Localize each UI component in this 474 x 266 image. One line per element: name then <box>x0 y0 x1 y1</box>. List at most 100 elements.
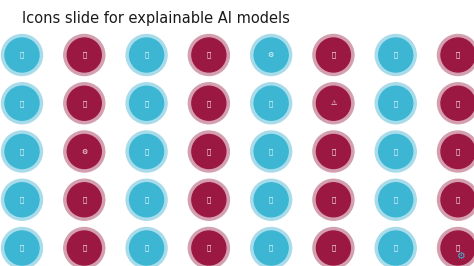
Circle shape <box>188 227 229 266</box>
Circle shape <box>317 135 350 168</box>
Circle shape <box>251 131 292 172</box>
Circle shape <box>441 86 474 120</box>
Circle shape <box>192 231 226 265</box>
Circle shape <box>379 86 413 120</box>
Circle shape <box>64 83 105 124</box>
Text: 🖥: 🖥 <box>20 245 24 251</box>
Text: 📋: 📋 <box>20 148 24 155</box>
Circle shape <box>375 35 416 76</box>
Circle shape <box>379 183 413 217</box>
Circle shape <box>438 179 474 220</box>
Circle shape <box>188 131 229 172</box>
Circle shape <box>317 183 350 217</box>
Circle shape <box>5 38 39 72</box>
Text: 🚗: 🚗 <box>393 148 398 155</box>
Text: ⚙️: ⚙️ <box>268 52 274 58</box>
Circle shape <box>5 86 39 120</box>
Circle shape <box>1 131 43 172</box>
Circle shape <box>251 179 292 220</box>
Circle shape <box>188 179 229 220</box>
Circle shape <box>375 83 416 124</box>
Text: 🏢: 🏢 <box>82 100 86 107</box>
Text: 👤: 👤 <box>393 197 398 203</box>
Circle shape <box>441 231 474 265</box>
Text: Icons slide for explainable AI models: Icons slide for explainable AI models <box>22 11 290 26</box>
Circle shape <box>375 227 416 266</box>
Circle shape <box>438 227 474 266</box>
Circle shape <box>64 179 105 220</box>
Circle shape <box>254 38 288 72</box>
Text: 🔬: 🔬 <box>456 148 460 155</box>
Text: 🏛: 🏛 <box>456 197 460 203</box>
Circle shape <box>254 231 288 265</box>
Circle shape <box>67 183 101 217</box>
Text: ⭐: ⭐ <box>207 148 211 155</box>
Circle shape <box>129 231 164 265</box>
Circle shape <box>1 179 43 220</box>
Circle shape <box>254 183 288 217</box>
Text: 📈: 📈 <box>145 148 149 155</box>
Circle shape <box>438 35 474 76</box>
Circle shape <box>375 131 416 172</box>
Text: 💳: 💳 <box>269 148 273 155</box>
Text: 🖥: 🖥 <box>331 52 336 58</box>
Circle shape <box>126 83 167 124</box>
Circle shape <box>64 131 105 172</box>
Circle shape <box>441 183 474 217</box>
Circle shape <box>254 86 288 120</box>
Text: 📱: 📱 <box>20 100 24 107</box>
Circle shape <box>254 135 288 168</box>
Text: 🚗: 🚗 <box>393 52 398 58</box>
Circle shape <box>188 83 229 124</box>
Circle shape <box>126 35 167 76</box>
Circle shape <box>67 86 101 120</box>
Text: 👥: 👥 <box>456 100 460 107</box>
Text: 👤: 👤 <box>145 197 149 203</box>
Circle shape <box>1 83 43 124</box>
Circle shape <box>129 135 164 168</box>
Text: 👤: 👤 <box>82 245 86 251</box>
Circle shape <box>5 183 39 217</box>
Circle shape <box>67 135 101 168</box>
Circle shape <box>67 38 101 72</box>
Text: 🤟: 🤟 <box>145 245 149 251</box>
Text: 👥: 👥 <box>82 197 86 203</box>
Text: 🤝: 🤝 <box>331 197 336 203</box>
Text: 👤: 👤 <box>145 100 149 107</box>
Circle shape <box>67 231 101 265</box>
Circle shape <box>317 86 350 120</box>
Text: 🏛: 🏛 <box>331 148 336 155</box>
Circle shape <box>64 227 105 266</box>
Text: ⚙: ⚙ <box>456 251 465 261</box>
Circle shape <box>379 135 413 168</box>
Circle shape <box>251 83 292 124</box>
Text: 🌿: 🌿 <box>145 52 149 58</box>
Text: 🍃: 🍃 <box>269 245 273 251</box>
Circle shape <box>317 231 350 265</box>
Text: 📈: 📈 <box>207 52 211 58</box>
Circle shape <box>251 227 292 266</box>
Circle shape <box>313 35 354 76</box>
Circle shape <box>1 227 43 266</box>
Text: ⚙: ⚙ <box>81 148 87 155</box>
Circle shape <box>5 135 39 168</box>
Circle shape <box>192 38 226 72</box>
Text: 🚗: 🚗 <box>331 245 336 251</box>
Text: ⏻: ⏻ <box>20 197 24 203</box>
Circle shape <box>313 227 354 266</box>
Circle shape <box>1 35 43 76</box>
Circle shape <box>441 135 474 168</box>
Circle shape <box>313 131 354 172</box>
Text: 🧠: 🧠 <box>393 100 398 107</box>
Circle shape <box>126 131 167 172</box>
Circle shape <box>251 35 292 76</box>
Circle shape <box>129 183 164 217</box>
Circle shape <box>379 231 413 265</box>
Circle shape <box>313 179 354 220</box>
Circle shape <box>126 227 167 266</box>
Text: 💡: 💡 <box>456 52 460 58</box>
Circle shape <box>438 131 474 172</box>
Circle shape <box>192 135 226 168</box>
Text: 🔍: 🔍 <box>20 52 24 58</box>
Circle shape <box>188 35 229 76</box>
